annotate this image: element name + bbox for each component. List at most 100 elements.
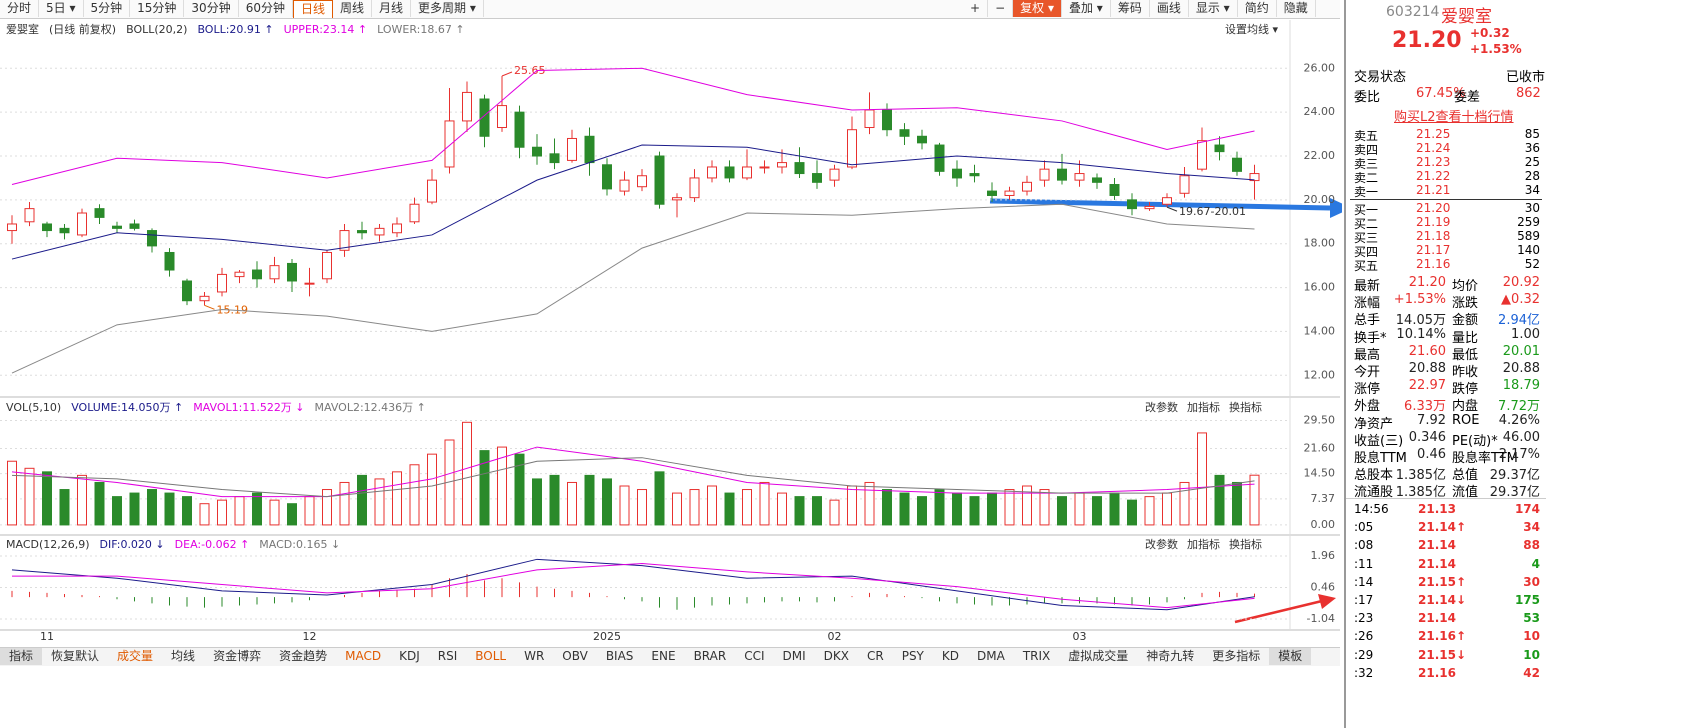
indicator-tab[interactable]: WR <box>524 649 545 663</box>
candle-body <box>409 203 420 223</box>
tick-volume: 175 <box>1514 593 1540 607</box>
indicator-tab[interactable]: CR <box>866 649 884 663</box>
candle-body <box>322 251 332 280</box>
indicator-tab[interactable]: BOLL <box>475 649 507 663</box>
tool-button[interactable]: 画线 <box>1150 0 1189 17</box>
candle-body <box>1232 157 1242 172</box>
wc-label: 委差 <box>1454 90 1481 105</box>
indicator-tab[interactable]: KD <box>941 649 959 663</box>
l2-link[interactable]: 购买L2查看十档行情 <box>1394 110 1514 125</box>
period-tab[interactable]: 日线 <box>292 0 333 18</box>
wb-label: 委比 <box>1354 90 1381 105</box>
indicator-tab[interactable]: PSY <box>901 649 924 663</box>
candle-body <box>602 164 612 190</box>
period-tab[interactable]: 分时 <box>0 0 40 17</box>
volume-bar <box>864 481 875 526</box>
indicator-tab[interactable]: 模板 <box>1269 648 1312 665</box>
indicator-tab[interactable]: 均线 <box>171 649 196 663</box>
volume-bar <box>1197 432 1207 526</box>
wc: 862 <box>1516 86 1541 101</box>
volume-bar <box>654 471 665 526</box>
volume-bar <box>1074 492 1085 526</box>
period-tab[interactable]: 5分钟 <box>84 0 131 17</box>
indicator-tab[interactable]: 神奇九转 <box>1146 649 1195 663</box>
tool-button[interactable]: 筹码 <box>1111 0 1150 17</box>
indicator-tab[interactable]: 更多指标 <box>1212 649 1261 663</box>
indicator-readout: 爱婴室 <box>6 22 39 36</box>
tool-button[interactable]: 隐藏 <box>1277 0 1316 17</box>
tool-bar: + − 复权 ▾ 叠加 ▾ 筹码 画线 显示 ▾ 简约 隐藏 <box>963 0 1316 17</box>
indicator-tab[interactable]: BIAS <box>605 649 634 663</box>
indicator-tab[interactable]: ENE <box>651 649 676 663</box>
tool-button[interactable]: 复权 ▾ <box>1013 0 1062 17</box>
indicator-tab[interactable]: DMA <box>977 649 1005 663</box>
book-label: 买三 <box>1354 231 1379 245</box>
indicator-tab[interactable]: 指标 <box>0 648 43 665</box>
annotation: 25.65 <box>514 64 546 77</box>
indicator-readout: LOWER:18.67 ↑ <box>377 23 464 36</box>
period-tab[interactable]: 15分钟 <box>130 0 185 17</box>
indicator-tab[interactable]: DKX <box>823 649 849 663</box>
indicator-tab[interactable]: TRIX <box>1022 649 1051 663</box>
section-divider <box>1346 498 1546 499</box>
indicator-tab[interactable]: BRAR <box>693 649 727 663</box>
candle-body <box>357 230 367 234</box>
indicator-tab[interactable]: OBV <box>562 649 588 663</box>
candle-body <box>1179 175 1190 194</box>
volume-bar <box>829 499 840 526</box>
candle-body <box>59 227 70 234</box>
volume-bar <box>777 492 787 526</box>
candle-body <box>829 168 840 181</box>
indicator-tab[interactable]: CCI <box>744 649 765 663</box>
volume-bar <box>1039 489 1050 526</box>
stat-label: 总股本 <box>1354 468 1394 484</box>
volume-bar <box>182 496 192 526</box>
blue-arrow-head <box>1330 198 1342 218</box>
stat-label: 收益(三) <box>1354 433 1404 449</box>
candle-body <box>514 111 525 148</box>
candle-body <box>549 153 560 164</box>
indicator-tab[interactable]: RSI <box>437 649 458 663</box>
tool-button[interactable]: − <box>988 0 1014 17</box>
volume-bar <box>514 453 525 526</box>
indicator-tab[interactable]: 资金趋势 <box>279 649 328 663</box>
candle-body <box>427 179 437 203</box>
period-tab[interactable]: 5日 ▾ <box>39 0 84 17</box>
period-tab[interactable]: 更多周期 ▾ <box>411 0 484 17</box>
indicator-tab[interactable]: 资金博弈 <box>213 649 262 663</box>
indicator-tab[interactable]: DMI <box>782 649 806 663</box>
period-tab[interactable]: 60分钟 <box>239 0 293 17</box>
candle-body <box>899 129 910 137</box>
candle-body <box>1074 173 1085 181</box>
volume-bar <box>619 485 630 526</box>
indicator-readout: MAVOL1:11.522万 ↓ <box>193 401 304 414</box>
candle-body <box>1039 168 1050 181</box>
indicator-tab[interactable]: 成交量 <box>117 649 154 663</box>
period-tab[interactable]: 月线 <box>372 0 412 17</box>
indicator-tab[interactable]: 虚拟成交量 <box>1068 649 1129 663</box>
indicator-line <box>11 457 1255 498</box>
period-tab[interactable]: 周线 <box>333 0 373 17</box>
candle-body <box>94 208 105 218</box>
tool-button[interactable]: 简约 <box>1238 0 1277 17</box>
candle-body <box>864 109 875 129</box>
book-price: 21.17 <box>1416 243 1451 257</box>
tick-price: 21.15↓ <box>1418 647 1467 662</box>
volume-bar <box>59 489 70 526</box>
stat-label: 总手 <box>1354 313 1381 329</box>
tool-button[interactable]: + <box>963 0 989 17</box>
indicator-tab[interactable]: KDJ <box>399 649 420 663</box>
book-price: 21.18 <box>1416 229 1451 243</box>
stat-value: 29.37亿 <box>1489 485 1540 501</box>
period-tab[interactable]: 30分钟 <box>184 0 239 17</box>
book-divider <box>1350 199 1542 200</box>
tool-button[interactable]: 显示 ▾ <box>1189 0 1238 17</box>
indicator-tab[interactable]: MACD <box>345 649 382 663</box>
stat-value: 1.00 <box>1511 326 1540 342</box>
indicator-tab[interactable]: 恢复默认 <box>51 649 100 663</box>
candle-body <box>1127 199 1137 210</box>
tool-button[interactable]: 叠加 ▾ <box>1062 0 1111 17</box>
tick-volume: 88 <box>1523 538 1540 553</box>
stat-value: +1.53% <box>1393 292 1446 308</box>
